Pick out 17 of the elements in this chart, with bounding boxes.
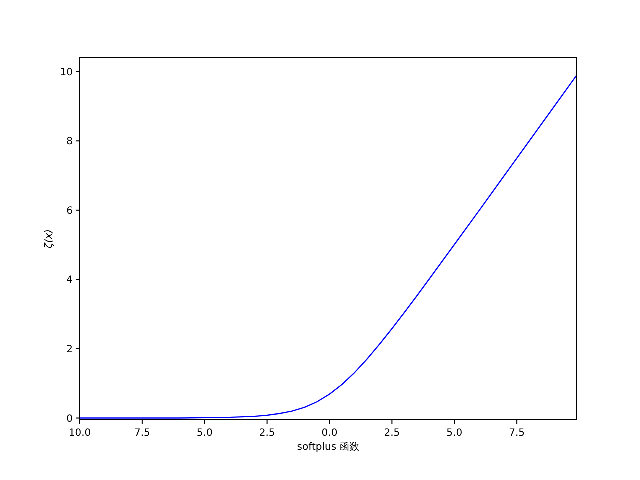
line-series (79, 74, 578, 419)
x-tick-label: 2.5 (259, 428, 276, 439)
x-axis-title: softplus 函数 (297, 442, 360, 453)
y-tick-label: 10 (60, 67, 73, 78)
y-tick-label: 8 (66, 136, 73, 148)
y-tick-label: 4 (66, 275, 73, 286)
x-tick-label: 0.0 (322, 428, 338, 439)
y-tick-label: 6 (66, 206, 73, 217)
y-tick-label: 2 (66, 344, 73, 356)
x-tick-label: 7.5 (134, 428, 150, 439)
x-tick-label: 5.0 (446, 428, 463, 439)
x-tick-label: 10.0 (68, 428, 92, 439)
y-tick-label: 0 (66, 414, 73, 425)
y-axis-title: ζ(x) (44, 229, 55, 250)
x-tick-label: 7.5 (509, 428, 526, 439)
x-tick-label: 5.0 (196, 428, 213, 439)
x-tick-label: 2.5 (384, 428, 400, 439)
